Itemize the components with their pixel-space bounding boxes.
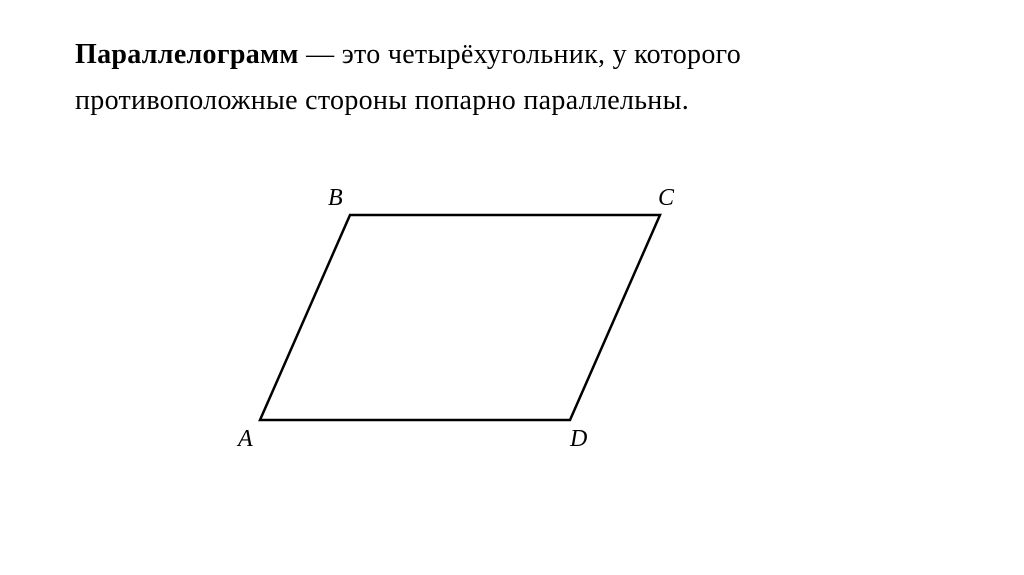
definition-line2: противоположные стороны попарно параллел… (75, 85, 689, 116)
term-word: Параллелограмм (75, 39, 299, 70)
parallelogram-diagram: A B C D (0, 170, 1024, 570)
vertex-label-c: C (658, 185, 674, 212)
parallelogram-svg (0, 170, 1024, 570)
definition-line1: это четырёхугольник, у которого (342, 39, 741, 70)
vertex-label-b: B (328, 185, 343, 212)
definition-paragraph: Параллелограмм — это четырёхугольник, у … (75, 32, 984, 124)
definition-dash: — (306, 39, 334, 70)
vertex-label-d: D (570, 426, 587, 453)
vertex-label-a: A (238, 426, 253, 453)
